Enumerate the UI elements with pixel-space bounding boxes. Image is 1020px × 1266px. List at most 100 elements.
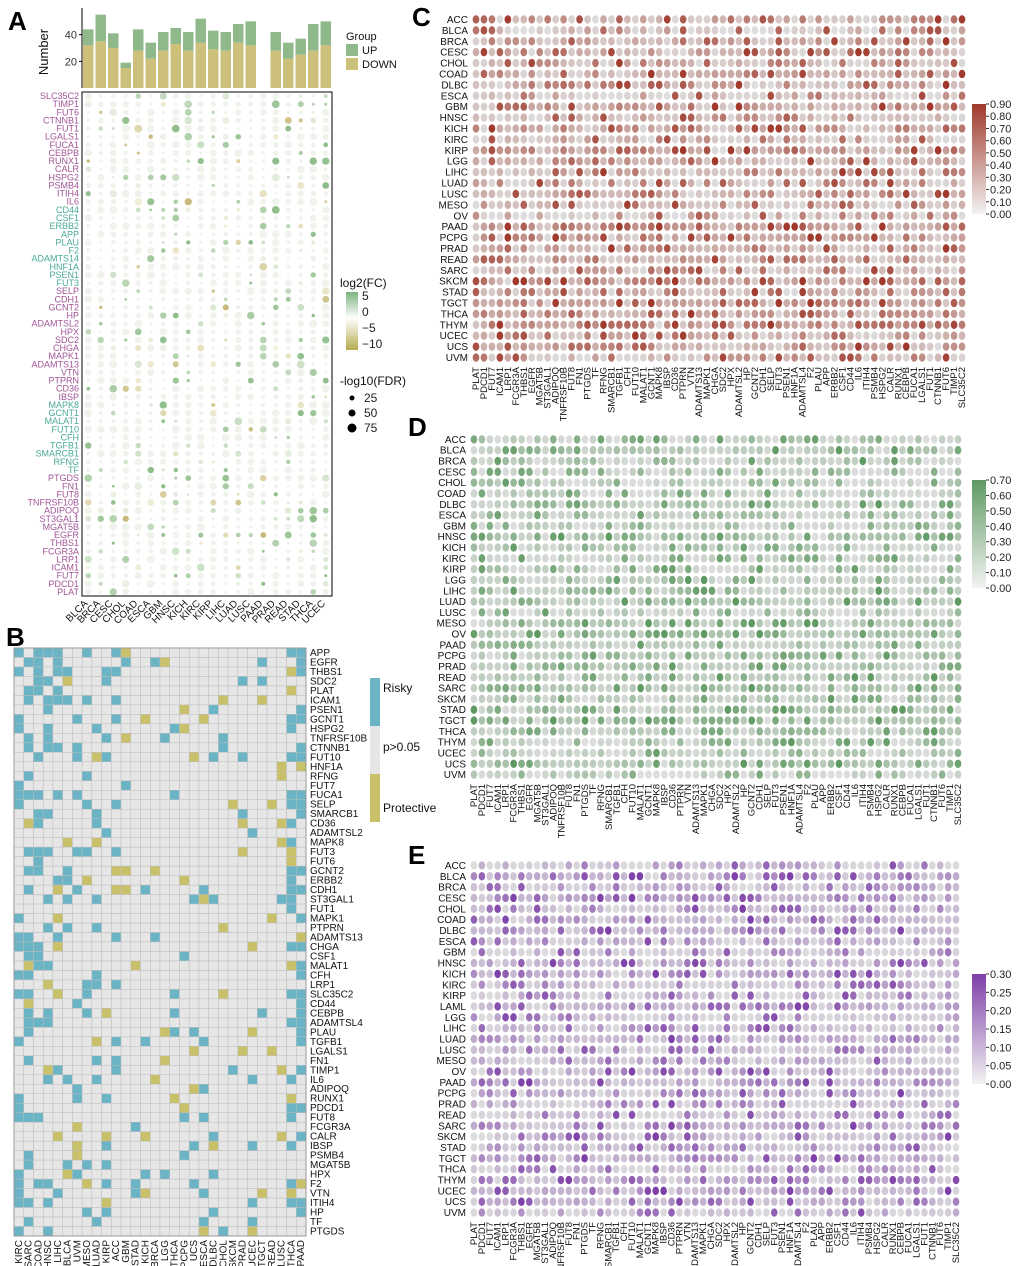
cell-FUCA1-CHOL xyxy=(218,790,229,800)
dot-ADAMTS14-CHOL xyxy=(122,255,129,262)
dot-KIRP-TNFRSF10B xyxy=(560,146,567,155)
cell-SLC35C2-ESCA xyxy=(198,989,209,1000)
dot-OV-RUNX1 xyxy=(894,211,902,220)
dot-CD36-LIHC xyxy=(223,386,229,392)
cell-CDH1-UCS xyxy=(188,884,200,895)
cell-ST3GAL1-UVM xyxy=(72,894,83,905)
cell-FUT7-COAD xyxy=(33,780,44,791)
dot-PSEN1-COAD xyxy=(135,271,142,278)
cell-TF-KIRC xyxy=(13,1216,24,1227)
panel-label-d: D xyxy=(408,412,427,442)
cell-MGAT5B-SKCM xyxy=(227,1159,239,1170)
dot-ADAMTS13-KIRC xyxy=(197,361,204,368)
dot-VTN-CESC xyxy=(110,369,116,376)
dot-KICH-PLAU xyxy=(815,124,822,133)
cell-CSF1-SKCM xyxy=(227,951,239,962)
dot-STAD-MGAT5B xyxy=(536,287,544,297)
cell-F2-BRCA xyxy=(150,1178,161,1189)
cell-HPX-LIHC xyxy=(52,1169,63,1180)
dot-FUT3-BLCA xyxy=(86,281,91,285)
cell-CHGA-DLBC xyxy=(208,941,219,952)
cancer-label-BRCA: BRCA xyxy=(440,37,468,48)
dot-ICAM1-ESCA xyxy=(149,566,153,569)
gene-label-RFNG: RFNG xyxy=(310,771,339,782)
cell-FUT8-SKCM xyxy=(227,1112,239,1123)
cell-MALAT1-STAD xyxy=(130,960,141,971)
cell-GCNT1-UCEC xyxy=(247,714,258,725)
gene-label-CHGA: CHGA xyxy=(310,942,339,953)
cell-CD36-COAD xyxy=(33,818,44,829)
dot-ERBB2-CESC xyxy=(109,222,117,230)
cell-SELP-LUSC xyxy=(276,799,287,810)
cell-PLAT-LUSC xyxy=(276,685,287,696)
cell-HP-SARC xyxy=(23,1207,34,1218)
dot-TGFB1-CHOL xyxy=(121,441,130,450)
cell-CD36-ESCA xyxy=(198,818,209,829)
dot-ACC-FN1 xyxy=(576,15,583,24)
dot-BLCA-CD44 xyxy=(847,26,854,35)
dot-LGG-SMARCB1 xyxy=(608,157,615,166)
dot-SKCM-SMARCB1 xyxy=(608,277,615,286)
cell-IBSP-TGCT xyxy=(257,1140,268,1151)
cell-HSPG2-UCEC xyxy=(247,723,258,734)
dot-CESC-APP xyxy=(823,47,830,57)
cell-PLAU-BRCA xyxy=(150,1027,161,1038)
dot-MAPK8-GBM xyxy=(159,401,167,409)
dot-CHOL-CDH1 xyxy=(759,58,767,68)
dot-MALAT1-STAD xyxy=(298,419,303,424)
dot-KICH-TNFRSF10B xyxy=(560,124,567,133)
dot-CALR-KIRC xyxy=(197,165,205,173)
dot-CHGA-BLCA xyxy=(85,344,92,352)
dot-HNSC-IL6 xyxy=(855,113,862,122)
cell-FUT3-KICH xyxy=(140,846,151,857)
dot-EGFR-GBM xyxy=(161,533,166,538)
cell-SLC35C2-KIRC xyxy=(13,989,24,1000)
dot-HNSC-MGAT5B xyxy=(536,113,544,122)
gene-label-HPX: HPX xyxy=(310,1170,331,1181)
dot-KIRC-TGFB1 xyxy=(616,135,623,144)
dot-SKCM-CEBPB xyxy=(902,277,910,286)
dot-READ-RUNX1 xyxy=(894,255,902,264)
cell-FUT8-TGCT xyxy=(257,1112,268,1123)
cell-FUT7-THCA xyxy=(286,780,297,791)
dot-CHOL-ERBB2 xyxy=(831,58,838,68)
cell-SMARCB1-ESCA xyxy=(198,808,209,819)
cell-F2-COAD xyxy=(33,1178,44,1189)
dot-LGG-HPX xyxy=(727,157,735,166)
cell-MALAT1-BLCA xyxy=(62,960,73,971)
dot-CHGA-THCA xyxy=(310,345,316,351)
dot-EGFR-PRAD xyxy=(274,533,278,537)
cell-TNFRSF10B-DLBC xyxy=(208,733,219,744)
cell-FUT10-PRAD xyxy=(237,752,248,763)
cell-ADAMTSL2-THCA xyxy=(286,827,297,838)
dot-KIRP-PLAT xyxy=(472,146,480,155)
cell-APP-LUSC xyxy=(276,647,287,658)
cell-LGALS1-HNSC xyxy=(42,1046,54,1057)
dot-PTPRN-COAD xyxy=(135,377,142,384)
cancer-label-THCA: THCA xyxy=(286,1240,297,1266)
cell-TNFRSF10B-ACC xyxy=(111,733,122,744)
dot-PRAD-FUCA1 xyxy=(910,244,918,253)
cell-HP-ACC xyxy=(111,1207,122,1218)
dot-LRP1-READ xyxy=(286,557,291,562)
dot-ERBB2-THCA xyxy=(309,222,317,230)
cell-GCNT1-PAAD xyxy=(296,714,307,725)
dot-RFNG-CHOL xyxy=(123,459,129,465)
dot-LGALS1-BLCA xyxy=(86,135,90,139)
dot-PAAD-FUT1 xyxy=(926,222,934,231)
dot-GBM-FUT10 xyxy=(631,102,639,111)
cell-CSF1-LUSC xyxy=(276,951,287,962)
dot-PRAD-SELP xyxy=(767,244,775,253)
dot-LUSC-HPX xyxy=(727,189,735,199)
cell-TF-LUAD xyxy=(91,1216,102,1227)
dot-STAD-FUT7 xyxy=(488,287,496,297)
cell-RUNX1-LIHC xyxy=(52,1093,63,1104)
dot-HP-BRCA xyxy=(98,312,104,319)
gene-label-THBS1: THBS1 xyxy=(310,667,343,678)
cell-FUT10-STAD xyxy=(130,752,141,763)
dot-TGFB1-THCA xyxy=(310,443,316,449)
dot-SELP-KIRP xyxy=(211,289,216,293)
dot-MESO-ADIPOQ xyxy=(552,200,560,210)
dot-CESC-MGAT5B xyxy=(536,47,544,57)
dot-TNFRSF10B-LIHC xyxy=(223,499,229,506)
